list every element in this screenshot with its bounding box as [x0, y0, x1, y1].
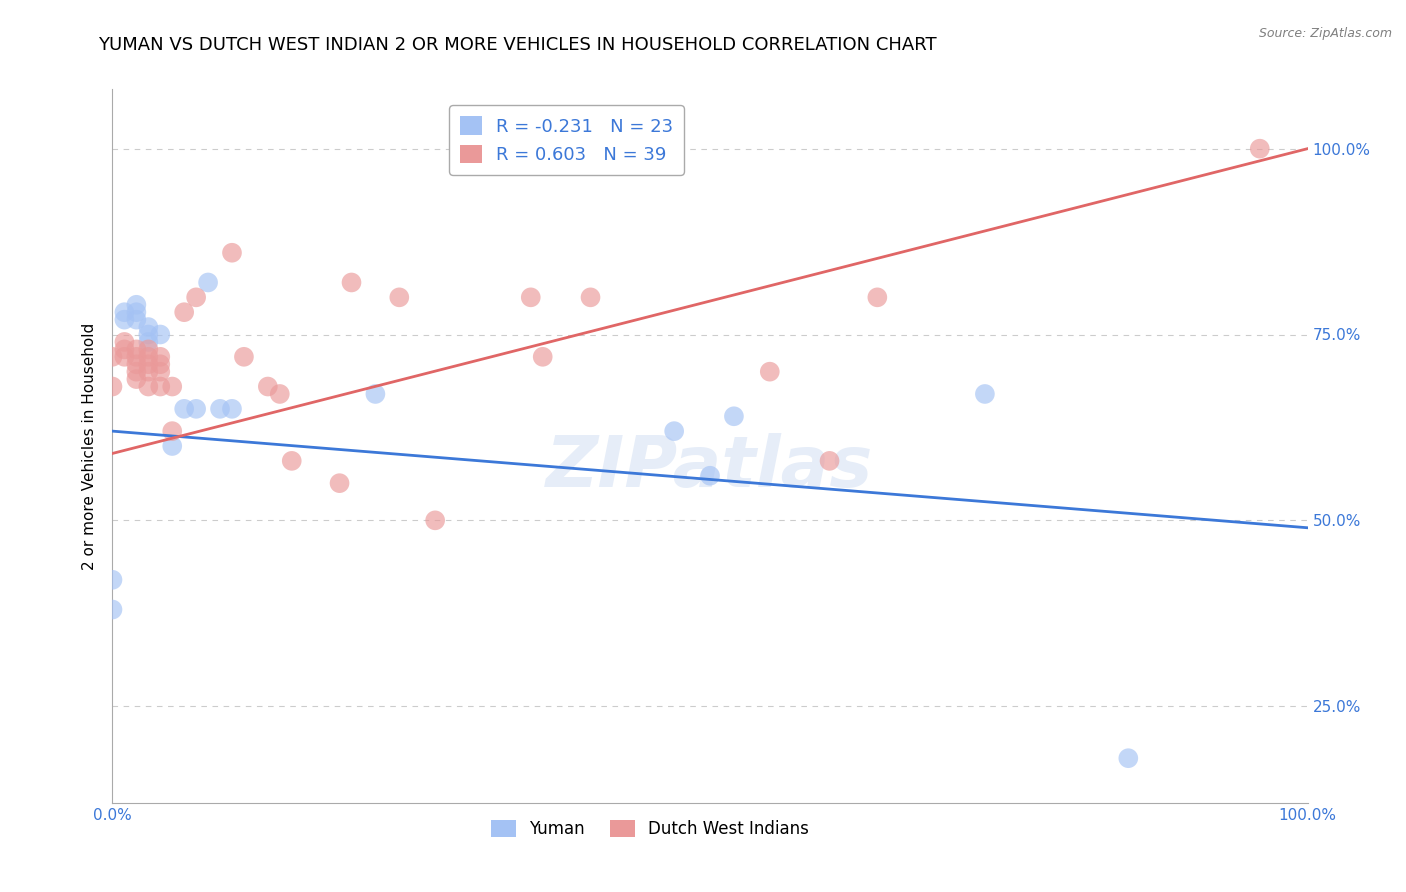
Point	[162, 424, 183, 438]
Point	[269, 387, 291, 401]
Text: ZIPatlas: ZIPatlas	[547, 433, 873, 502]
Point	[138, 343, 160, 357]
Point	[149, 365, 172, 379]
Point	[125, 357, 148, 371]
Point	[138, 379, 160, 393]
Point	[329, 476, 352, 491]
Point	[664, 424, 686, 438]
Point	[138, 365, 160, 379]
Point	[125, 372, 148, 386]
Point	[818, 454, 841, 468]
Point	[162, 379, 183, 393]
Point	[723, 409, 745, 424]
Point	[340, 276, 363, 290]
Point	[125, 365, 148, 379]
Legend: Yuman, Dutch West Indians: Yuman, Dutch West Indians	[485, 813, 815, 845]
Point	[114, 350, 135, 364]
Point	[101, 602, 124, 616]
Y-axis label: 2 or more Vehicles in Household: 2 or more Vehicles in Household	[82, 322, 97, 570]
Point	[149, 379, 172, 393]
Point	[186, 401, 208, 416]
Point	[114, 312, 135, 326]
Point	[425, 513, 447, 527]
Point	[974, 387, 997, 401]
Point	[520, 290, 543, 304]
Point	[364, 387, 387, 401]
Point	[138, 320, 160, 334]
Point	[138, 334, 160, 349]
Point	[197, 276, 219, 290]
Point	[257, 379, 280, 393]
Point	[866, 290, 889, 304]
Point	[531, 350, 554, 364]
Point	[759, 365, 782, 379]
Point	[125, 343, 148, 357]
Point	[209, 401, 232, 416]
Point	[125, 350, 148, 364]
Point	[388, 290, 411, 304]
Point	[699, 468, 721, 483]
Point	[1249, 142, 1271, 156]
Text: Source: ZipAtlas.com: Source: ZipAtlas.com	[1258, 27, 1392, 40]
Point	[101, 379, 124, 393]
Point	[221, 245, 243, 260]
Point	[281, 454, 304, 468]
Point	[149, 350, 172, 364]
Point	[233, 350, 256, 364]
Point	[162, 439, 183, 453]
Point	[125, 312, 148, 326]
Point	[149, 357, 172, 371]
Point	[173, 401, 195, 416]
Point	[125, 298, 148, 312]
Point	[186, 290, 208, 304]
Point	[1118, 751, 1140, 765]
Point	[101, 350, 124, 364]
Point	[138, 327, 160, 342]
Point	[101, 573, 124, 587]
Point	[114, 343, 135, 357]
Point	[114, 305, 135, 319]
Text: YUMAN VS DUTCH WEST INDIAN 2 OR MORE VEHICLES IN HOUSEHOLD CORRELATION CHART: YUMAN VS DUTCH WEST INDIAN 2 OR MORE VEH…	[98, 36, 936, 54]
Point	[173, 305, 195, 319]
Point	[149, 327, 172, 342]
Point	[221, 401, 243, 416]
Point	[138, 357, 160, 371]
Point	[138, 350, 160, 364]
Point	[114, 334, 135, 349]
Point	[125, 305, 148, 319]
Point	[579, 290, 602, 304]
